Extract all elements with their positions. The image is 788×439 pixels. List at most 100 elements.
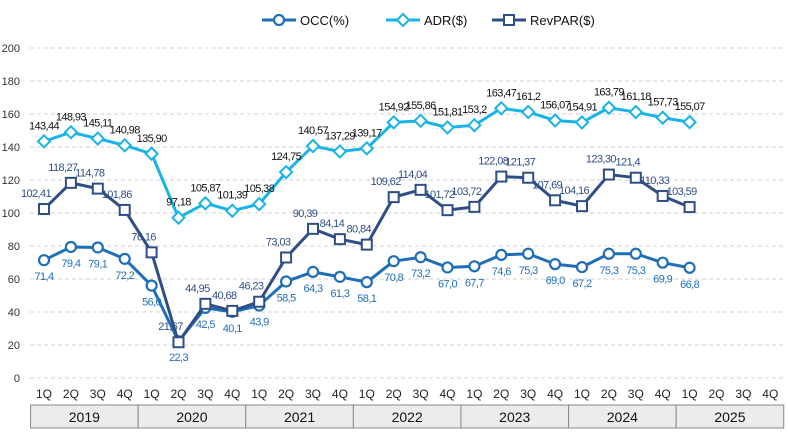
data-label-adr: 154,92 [379, 101, 410, 113]
data-point-revpar [253, 295, 266, 308]
year-label: 2025 [714, 409, 745, 425]
data-label-adr: 157,73 [648, 97, 679, 109]
x-tick-label: 3Q [735, 387, 751, 401]
data-label-occ: 69,0 [546, 275, 565, 287]
legend-label: ADR($) [424, 13, 467, 28]
data-label-adr: 151,81 [432, 107, 463, 119]
data-point-occ [360, 276, 373, 289]
data-point-adr [332, 144, 348, 159]
year-label: 2019 [69, 409, 100, 425]
data-point-revpar [360, 238, 373, 251]
data-label-adr: 156,07 [540, 99, 571, 111]
data-point-revpar [414, 183, 427, 196]
x-tick-label: 4Q [762, 387, 778, 401]
x-tick-label: 1Q [251, 387, 267, 401]
data-label-occ: 67,0 [438, 278, 457, 290]
data-label-occ: 70,8 [384, 272, 403, 284]
data-label-adr: 161,2 [516, 91, 541, 103]
data-point-adr [655, 110, 671, 126]
data-point-adr [682, 114, 698, 130]
data-label-revpar: 80,84 [347, 224, 372, 236]
data-label-adr: 97,18 [166, 197, 191, 209]
data-label-revpar: 104,16 [559, 185, 590, 197]
data-label-occ: 66,8 [680, 279, 699, 291]
data-point-occ [575, 261, 589, 274]
data-point-revpar [64, 176, 77, 189]
x-tick-label: 4Q [332, 387, 348, 401]
data-label-adr: 135,90 [137, 133, 168, 145]
data-point-adr [547, 113, 563, 128]
data-label-adr: 124,75 [271, 151, 302, 163]
x-tick-label: 4Q [547, 387, 563, 401]
x-tick-label: 2Q [601, 387, 617, 401]
series-revpar: 102,41118,27114,78101,8676,1621,6744,954… [21, 154, 698, 349]
data-label-adr: 154,91 [567, 101, 598, 113]
year-cell [675, 404, 785, 429]
year-label: 2023 [499, 409, 530, 425]
data-point-occ [683, 261, 696, 274]
data-label-occ: 22,3 [169, 352, 188, 364]
data-point-revpar [280, 251, 293, 264]
data-point-occ [656, 256, 669, 269]
data-point-revpar [468, 200, 481, 213]
data-label-occ: 73,2 [411, 268, 430, 280]
x-tick-label: 2Q [278, 387, 294, 401]
data-label-revpar: 101,72 [424, 189, 455, 201]
y-tick-label: 100 [2, 208, 20, 220]
data-point-adr [440, 120, 455, 135]
data-point-revpar [683, 201, 696, 214]
data-label-revpar: 73,03 [266, 237, 291, 249]
x-tick-label: 2Q [170, 387, 186, 401]
year-label: 2022 [392, 409, 423, 425]
x-tick-label: 1Q [144, 387, 160, 401]
legend-marker-icon [395, 12, 411, 28]
data-point-revpar [387, 191, 400, 204]
data-point-revpar [602, 168, 615, 181]
y-tick-label: 180 [2, 76, 20, 88]
data-point-adr [386, 114, 402, 130]
data-label-revpar: 109,62 [371, 176, 402, 188]
data-label-revpar: 103,59 [667, 186, 698, 198]
data-point-revpar [145, 246, 158, 259]
x-tick-label: 1Q [466, 387, 482, 401]
data-point-adr [36, 133, 52, 149]
series-line-revpar [42, 173, 691, 344]
data-point-revpar [495, 170, 508, 183]
x-tick-label: 3Q [413, 387, 429, 401]
data-label-occ: 40,1 [223, 323, 242, 335]
data-label-occ: 71,4 [34, 271, 53, 283]
x-tick-label: 1Q [682, 387, 698, 401]
data-point-occ [37, 254, 51, 267]
x-tick-label: 4Q [224, 387, 240, 401]
data-label-occ: 67,7 [465, 277, 484, 289]
data-point-revpar [199, 297, 212, 310]
data-label-revpar: 46,23 [239, 281, 264, 293]
data-point-revpar [441, 204, 454, 217]
data-label-occ: 61,3 [330, 288, 349, 300]
data-label-occ: 56,0 [142, 297, 161, 309]
data-point-revpar [172, 336, 185, 349]
data-label-occ: 69,9 [653, 274, 672, 286]
data-label-adr: 161,18 [621, 91, 652, 103]
data-point-occ [306, 265, 320, 279]
data-point-occ [522, 247, 535, 260]
data-point-adr [63, 124, 79, 140]
data-label-occ: 75,3 [626, 265, 645, 277]
data-label-revpar: 84,14 [320, 218, 345, 230]
data-point-adr [90, 131, 106, 146]
x-tick-label: 1Q [574, 387, 590, 401]
data-point-adr [278, 164, 294, 180]
data-point-adr [574, 114, 590, 130]
data-point-revpar [91, 182, 104, 195]
data-point-adr [359, 140, 375, 156]
data-point-revpar [38, 203, 50, 216]
data-point-adr [601, 100, 617, 116]
data-point-adr [171, 210, 186, 226]
x-tick-label: 2Q [63, 387, 79, 401]
legend-marker-icon [272, 13, 286, 27]
x-tick-label: 4Q [117, 387, 133, 401]
data-label-revpar: 40,68 [212, 290, 237, 302]
data-point-revpar [629, 171, 642, 184]
data-label-occ: 64,3 [303, 283, 322, 295]
data-point-occ [333, 270, 346, 283]
